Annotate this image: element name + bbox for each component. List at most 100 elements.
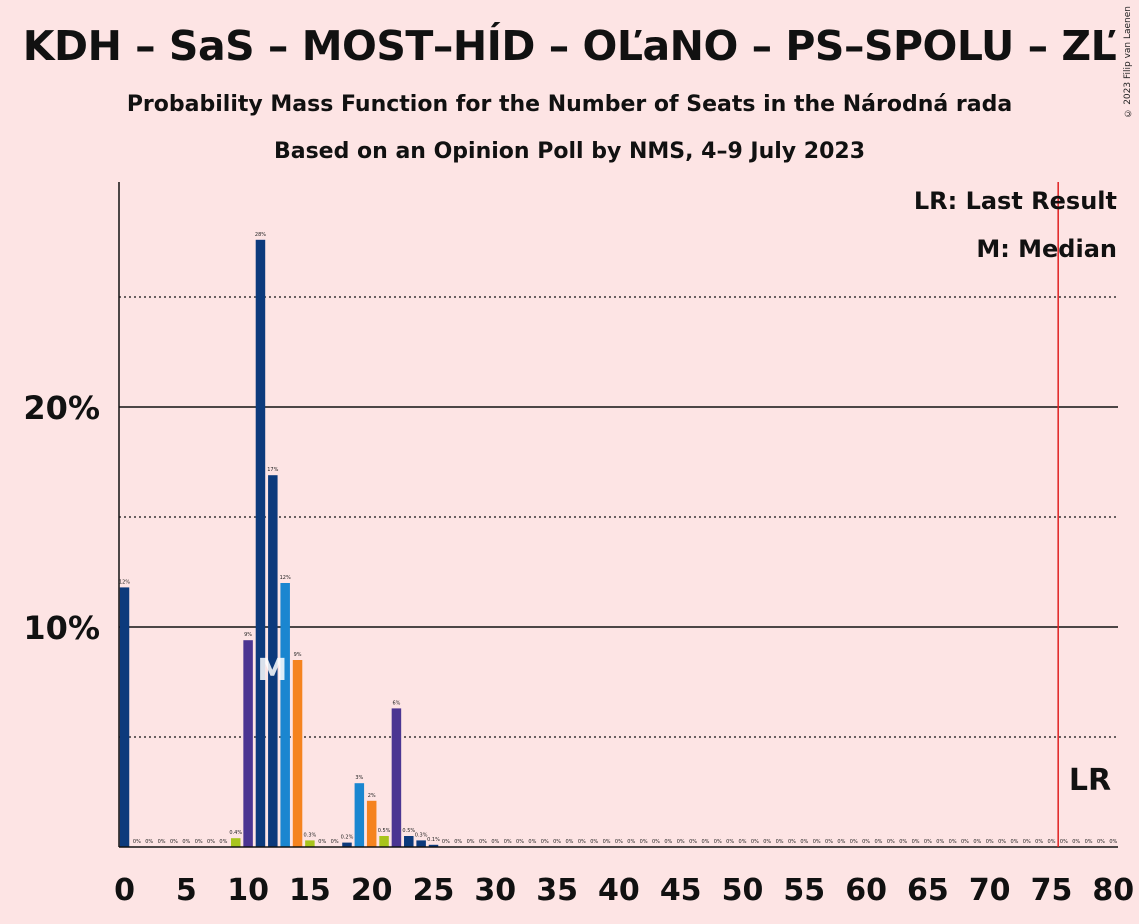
bar-value-label: 3% — [355, 775, 363, 781]
bar-value-label: 0% — [986, 839, 994, 845]
bar-value-label: 0% — [479, 839, 487, 845]
bar-value-label: 0% — [553, 839, 561, 845]
bar-value-label: 0% — [1097, 839, 1105, 845]
bar-value-label: 0% — [578, 839, 586, 845]
bar-value-label: 0% — [714, 839, 722, 845]
bar-value-label: 0% — [862, 839, 870, 845]
x-tick-label: 30 — [474, 873, 516, 908]
bar-value-label: 12% — [119, 579, 130, 585]
bar-value-label: 0% — [776, 839, 784, 845]
bar-value-label: 0% — [899, 839, 907, 845]
bar-seat-15 — [305, 840, 315, 847]
bar-value-label: 0% — [1109, 839, 1117, 845]
bar-value-label: 0% — [467, 839, 475, 845]
bar-seat-14 — [292, 660, 303, 847]
bar-value-label: 0% — [1060, 839, 1068, 845]
bar-seat-25 — [428, 844, 439, 847]
bar-value-label: 0% — [813, 839, 821, 845]
x-tick-label: 0 — [114, 873, 135, 908]
bar-value-label: 0% — [442, 839, 450, 845]
x-tick-label: 60 — [845, 873, 887, 908]
bar-value-label: 0.3% — [415, 832, 428, 838]
x-tick-label: 20 — [351, 873, 393, 908]
bar-value-label: 0% — [145, 839, 153, 845]
bar-seat-13 — [280, 583, 290, 847]
bar-value-label: 0.3% — [304, 832, 317, 838]
bar-value-label: 0% — [701, 839, 709, 845]
bar-seat-22 — [391, 708, 402, 847]
bar-value-label: 0% — [973, 839, 981, 845]
bar-value-label: 0% — [207, 839, 215, 845]
bar-value-label: 0% — [590, 839, 598, 845]
bar-value-label: 28% — [255, 232, 266, 238]
x-tick-label: 50 — [722, 873, 764, 908]
bar-value-label: 0% — [627, 839, 635, 845]
bar-value-label: 0% — [318, 839, 326, 845]
chart-title: KDH – SaS – MOST–HÍD – OĽaNO – PS–SPOLU … — [22, 22, 1117, 70]
x-tick-label: 15 — [289, 873, 331, 908]
bar-labels-group: 12% 0% 0% 0% 0% 0% 0% 0% 0% 0.4% 9% 28% 17% 12% 9% 0.3%… — [119, 232, 1118, 845]
bar-value-label: 0% — [763, 839, 771, 845]
bar-value-label: 0% — [837, 839, 845, 845]
bar-value-label: 0% — [603, 839, 611, 845]
bar-value-label: 0% — [961, 839, 969, 845]
bar-value-label: 0% — [936, 839, 944, 845]
bar-seat-0 — [119, 587, 130, 847]
bar-value-label: 0% — [565, 839, 573, 845]
bar-value-label: 0% — [640, 839, 648, 845]
bar-value-label: 0% — [1010, 839, 1018, 845]
bar-seat-11 — [255, 239, 266, 848]
bar-value-label: 0% — [751, 839, 759, 845]
bar-seat-19 — [354, 783, 365, 847]
bar-value-label: 0% — [170, 839, 178, 845]
bar-value-label: 0% — [504, 839, 512, 845]
bar-value-label: 0% — [677, 839, 685, 845]
bar-value-label: 9% — [244, 632, 252, 638]
bar-value-label: 0% — [739, 839, 747, 845]
bar-value-label: 0% — [689, 839, 697, 845]
x-tick-label: 80 — [1092, 873, 1134, 908]
x-tick-label: 5 — [176, 873, 197, 908]
bar-seat-18 — [342, 842, 352, 847]
bar-value-label: 0% — [726, 839, 734, 845]
bar-seat-12 — [268, 475, 278, 847]
chart-source: Based on an Opinion Poll by NMS, 4–9 Jul… — [273, 139, 866, 164]
bar-value-label: 9% — [294, 652, 302, 658]
bar-value-label: 0% — [912, 839, 920, 845]
bar-value-label: 0% — [1072, 839, 1080, 845]
bar-value-label: 0% — [998, 839, 1006, 845]
bar-value-label: 0% — [1023, 839, 1031, 845]
median-marker: M — [257, 653, 287, 688]
x-tick-label: 70 — [969, 873, 1011, 908]
x-tick-label: 10 — [227, 873, 269, 908]
x-tick-label: 45 — [660, 873, 702, 908]
bar-seat-20 — [366, 800, 377, 847]
y-tick-label: 10% — [23, 609, 100, 647]
bar-value-label: 0% — [615, 839, 623, 845]
bar-value-label: 0% — [800, 839, 808, 845]
bar-value-label: 2% — [368, 793, 376, 799]
bar-seat-23 — [404, 836, 414, 847]
bar-value-label: 0% — [1085, 839, 1093, 845]
chart-subtitle: Probability Mass Function for the Number… — [126, 92, 1013, 117]
bar-value-label: 0% — [454, 839, 462, 845]
axes-group: 10% 20% 0 5 10 15 20 25 30 35 40 45 50 55 60 65 70 75 80 — [23, 182, 1134, 908]
bar-value-label: 0% — [541, 839, 549, 845]
legend-median: M: Median — [976, 235, 1117, 263]
bar-value-label: 0% — [825, 839, 833, 845]
bar-value-label: 0.5% — [402, 828, 415, 834]
bar-seat-10 — [243, 640, 253, 847]
last-result-marker: LR — [1069, 763, 1111, 798]
markers-group: M LR LR: Last Result M: Median — [257, 182, 1117, 847]
x-tick-label: 40 — [598, 873, 640, 908]
bar-value-label: 6% — [392, 700, 400, 706]
bar-value-label: 0.5% — [378, 828, 391, 834]
x-tick-label: 65 — [907, 873, 949, 908]
bar-value-label: 0% — [133, 839, 141, 845]
legend-last-result: LR: Last Result — [914, 187, 1117, 215]
bar-value-label: 17% — [267, 467, 278, 473]
bar-value-label: 0% — [664, 839, 672, 845]
bar-value-label: 0% — [182, 839, 190, 845]
bar-value-label: 0.4% — [229, 830, 242, 836]
